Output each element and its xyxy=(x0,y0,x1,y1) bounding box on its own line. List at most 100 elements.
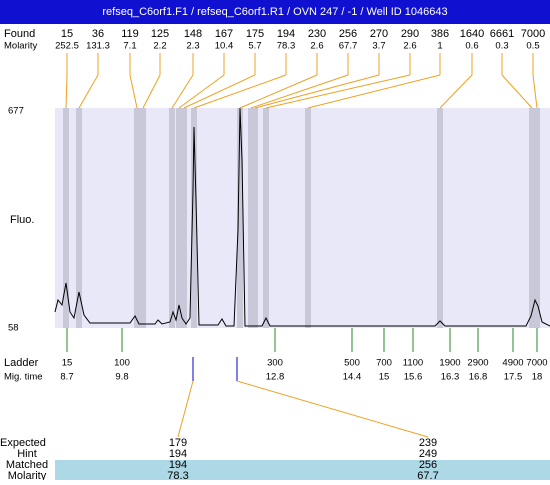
peak-connector xyxy=(250,74,349,109)
found-size: 36 xyxy=(92,28,104,40)
peak-band xyxy=(191,108,197,328)
y-label: Fluo. xyxy=(10,214,34,226)
found-molarity: 7.1 xyxy=(123,41,136,52)
peak-connector xyxy=(171,74,194,109)
molarity-label: Molarity xyxy=(4,41,38,52)
found-molarity: 5.7 xyxy=(248,41,261,52)
ladder-size: 15 xyxy=(62,358,73,369)
ladder-size: 4900 xyxy=(502,358,523,369)
peak-connector xyxy=(65,74,68,109)
peak-connector xyxy=(78,74,99,109)
found-molarity: 2.6 xyxy=(403,41,416,52)
peak-band xyxy=(248,108,254,328)
table-cell: 67.7 xyxy=(417,470,438,480)
found-size: 270 xyxy=(370,28,388,40)
header-title: refseq_C6orf1.F1 / refseq_C6orf1.R1 / OV… xyxy=(102,6,447,18)
ladder-size: 7000 xyxy=(526,358,547,369)
ladder-time: 15.6 xyxy=(404,372,423,383)
peak-band xyxy=(181,108,187,328)
ladder-time: 14.4 xyxy=(343,372,362,383)
table-cell: 194 xyxy=(169,448,187,460)
found-size: 7000 xyxy=(521,28,545,40)
found-size: 175 xyxy=(246,28,264,40)
found-molarity: 131.3 xyxy=(86,41,110,52)
peak-connector xyxy=(265,74,411,109)
table-cell: 239 xyxy=(419,437,437,449)
table-row-label: Hint xyxy=(17,448,37,460)
peak-connector xyxy=(239,74,318,109)
ladder-time: 16.8 xyxy=(469,372,488,383)
found-molarity: 3.7 xyxy=(372,41,385,52)
ladder-size: 100 xyxy=(114,358,130,369)
found-size: 386 xyxy=(431,28,449,40)
found-size: 125 xyxy=(151,28,169,40)
ladder-time: 16.3 xyxy=(441,372,460,383)
ladder-time: 8.7 xyxy=(60,372,73,383)
mig-time-label: Mig. time xyxy=(4,372,43,383)
ladder-size: 700 xyxy=(376,358,392,369)
peak-band xyxy=(63,108,69,328)
peak-band xyxy=(252,108,258,328)
found-molarity: 78.3 xyxy=(277,41,296,52)
ladder-size: 300 xyxy=(267,358,283,369)
found-size: 194 xyxy=(277,28,295,40)
peak-connector xyxy=(178,74,225,109)
found-molarity: 67.7 xyxy=(339,41,358,52)
peak-connector xyxy=(129,74,138,109)
found-size: 256 xyxy=(339,28,357,40)
peak-connector xyxy=(439,74,473,109)
peak-connector xyxy=(532,74,538,109)
plot-area xyxy=(55,108,550,328)
ladder-time: 9.8 xyxy=(115,372,128,383)
peak-band xyxy=(437,108,443,328)
connector xyxy=(177,380,194,438)
peak-connector xyxy=(307,74,441,109)
table-cell: 194 xyxy=(169,459,187,471)
peak-band xyxy=(529,108,535,328)
ladder-time: 15 xyxy=(379,372,390,383)
peak-connector xyxy=(193,74,287,109)
peak-band xyxy=(134,108,140,328)
found-molarity: 0.5 xyxy=(526,41,539,52)
matched-row-bg xyxy=(55,460,550,480)
peak-band xyxy=(140,108,146,328)
found-label: Found xyxy=(4,28,35,40)
found-size: 290 xyxy=(401,28,419,40)
found-molarity: 2.6 xyxy=(310,41,323,52)
found-molarity: 1 xyxy=(437,41,442,52)
ladder-size: 2900 xyxy=(467,358,488,369)
y-top: 677 xyxy=(8,106,24,117)
found-size: 15 xyxy=(61,28,73,40)
table-cell: 78.3 xyxy=(167,470,188,480)
found-size: 148 xyxy=(184,28,202,40)
y-bottom: 58 xyxy=(8,323,19,334)
found-size: 1640 xyxy=(460,28,484,40)
trace xyxy=(54,107,550,327)
table-cell: 249 xyxy=(419,448,437,460)
table-cell: 256 xyxy=(419,459,437,471)
found-molarity: 0.6 xyxy=(465,41,478,52)
found-molarity: 2.3 xyxy=(186,41,199,52)
peak-band xyxy=(305,108,311,328)
found-size: 230 xyxy=(308,28,326,40)
found-molarity: 0.3 xyxy=(495,41,508,52)
connector xyxy=(236,380,429,438)
peak-band xyxy=(76,108,82,328)
peak-band xyxy=(237,108,243,328)
peak-band xyxy=(263,108,269,328)
peak-band xyxy=(176,108,182,328)
ladder-time: 18 xyxy=(532,372,543,383)
ladder-time: 12.8 xyxy=(266,372,285,383)
peak-connector xyxy=(183,74,256,109)
ladder-size: 1900 xyxy=(439,358,460,369)
peak-band xyxy=(534,108,540,328)
peak-connector xyxy=(501,74,533,109)
ladder-size: 1100 xyxy=(403,358,423,369)
ladder-label: Ladder xyxy=(4,357,39,369)
peak-band xyxy=(169,108,175,328)
table-row-label: Matched xyxy=(6,459,48,471)
ladder-size: 500 xyxy=(344,358,360,369)
found-molarity: 2.2 xyxy=(153,41,166,52)
found-molarity: 10.4 xyxy=(215,41,234,52)
found-size: 119 xyxy=(121,28,139,40)
